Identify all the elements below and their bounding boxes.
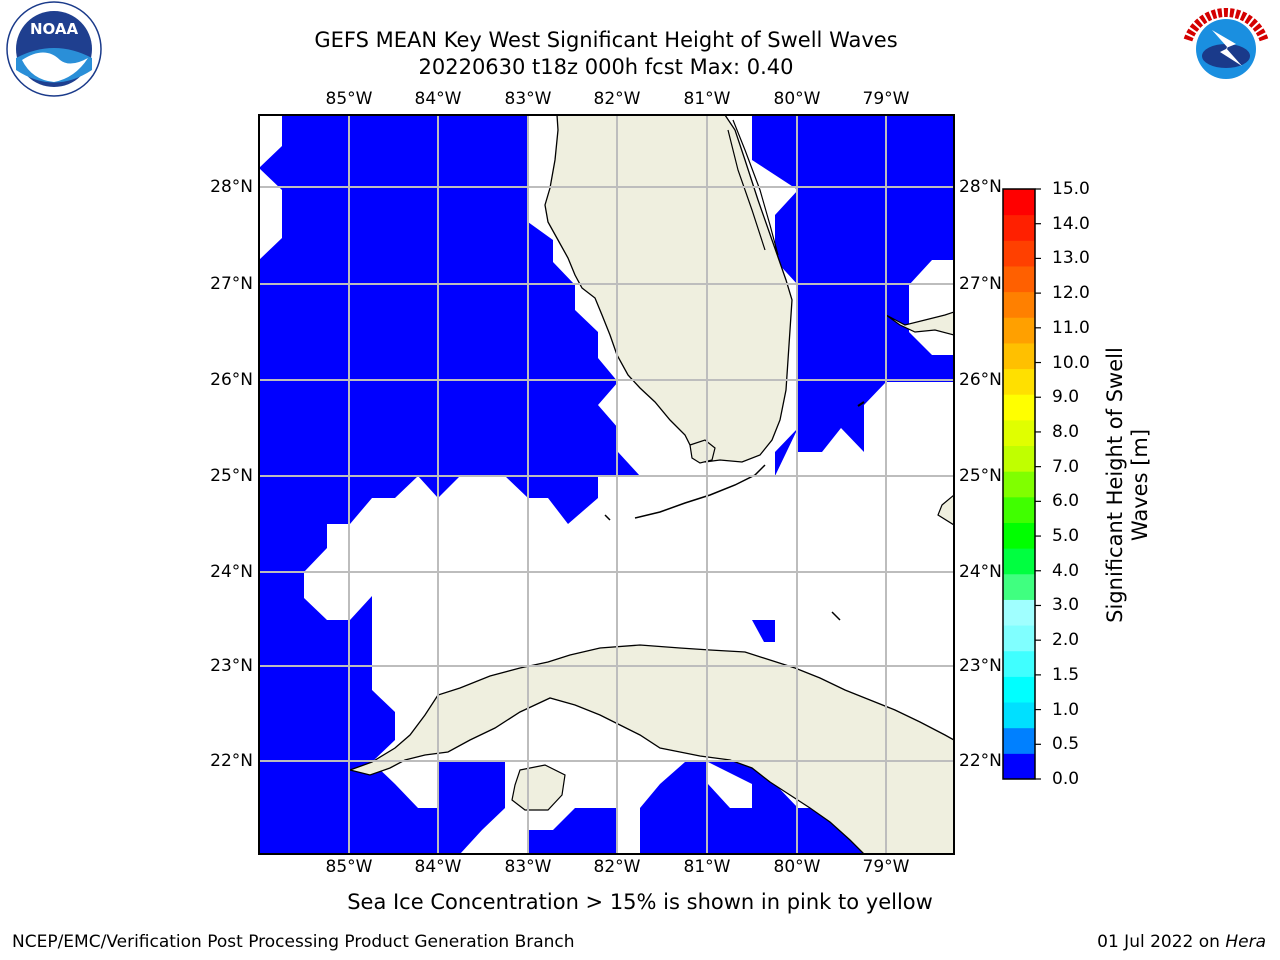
sea-ice-note: Sea Ice Concentration > 15% is shown in … [347, 890, 933, 914]
colorbar-tick-label: 10.0 [1052, 352, 1090, 373]
colorbar-tick-label: 14.0 [1052, 213, 1090, 234]
colorbar-segment [1003, 214, 1035, 241]
noaa-logo: NOAA [6, 1, 102, 97]
colorbar-segment [1003, 471, 1035, 498]
lat-label: 22°N [959, 751, 1002, 771]
nws-logo [1180, 3, 1272, 95]
graticule [259, 115, 954, 854]
lon-label: 80°W [773, 89, 821, 109]
noaa-logo-text: NOAA [30, 20, 79, 38]
colorbar-tick-label: 4.0 [1052, 560, 1080, 581]
lon-label: 85°W [325, 857, 373, 877]
lon-label: 84°W [414, 857, 462, 877]
lon-label: 82°W [593, 857, 641, 877]
colorbar-segment [1003, 189, 1035, 216]
colorbar-tick-label: 9.0 [1052, 387, 1080, 408]
colorbar-title: Significant Height of Swell Waves [m] [1103, 347, 1152, 623]
colorbar-segment [1003, 727, 1035, 754]
colorbar-segment [1003, 573, 1035, 600]
lat-label: 26°N [210, 370, 253, 390]
colorbar-tick-label: 8.0 [1052, 421, 1080, 442]
colorbar-tick-label: 12.0 [1052, 283, 1090, 304]
lat-label: 25°N [959, 466, 1002, 486]
colorbar-segment [1003, 291, 1035, 318]
colorbar-segment [1003, 342, 1035, 370]
lon-label: 83°W [504, 89, 552, 109]
lon-label: 81°W [683, 857, 731, 877]
lat-label: 26°N [959, 370, 1002, 390]
lat-label: 24°N [959, 562, 1002, 582]
colorbar-segment [1003, 368, 1035, 395]
chart-subtitle: 20220630 t18z 000h fcst Max: 0.40 [418, 55, 794, 79]
footer-date: 01 Jul 2022 on Hera [1097, 932, 1266, 952]
chart-title: GEFS MEAN Key West Significant Height of… [314, 28, 898, 52]
footer-credit: NCEP/EMC/Verification Post Processing Pr… [12, 932, 575, 952]
lat-label: 27°N [959, 274, 1002, 294]
lat-label: 27°N [210, 274, 253, 294]
colorbar-tick-label: 13.0 [1052, 248, 1090, 269]
colorbar-tick-label: 5.0 [1052, 526, 1080, 547]
colorbar-tick-label: 3.0 [1052, 595, 1080, 616]
colorbar-tick-label: 0.0 [1052, 769, 1080, 789]
colorbar [1003, 188, 1041, 780]
colorbar-segment [1003, 625, 1035, 652]
lon-label: 82°W [593, 89, 641, 109]
colorbar-tick-label: 15.0 [1052, 179, 1090, 199]
colorbar-tick-label: 11.0 [1052, 317, 1090, 338]
colorbar-segment [1003, 394, 1035, 421]
colorbar-segment [1003, 548, 1035, 575]
lat-label: 28°N [210, 177, 253, 197]
lon-label: 80°W [773, 857, 821, 877]
lat-label: 23°N [210, 656, 253, 676]
colorbar-tick-label: 1.0 [1052, 699, 1080, 720]
colorbar-segment [1003, 419, 1035, 447]
colorbar-segment [1003, 599, 1035, 626]
colorbar-segment [1003, 496, 1035, 523]
lon-label: 84°W [414, 89, 462, 109]
lon-label: 85°W [325, 89, 373, 109]
lat-label: 22°N [210, 751, 253, 771]
colorbar-segment [1003, 317, 1035, 344]
colorbar-tick-label: 7.0 [1052, 456, 1080, 477]
footer-host: Hera [1225, 932, 1266, 952]
lat-label: 25°N [210, 466, 253, 486]
lon-label: 79°W [862, 857, 910, 877]
colorbar-segment [1003, 753, 1035, 780]
colorbar-segment [1003, 240, 1035, 267]
colorbar-segment [1003, 522, 1035, 549]
colorbar-segment [1003, 265, 1035, 293]
lon-label: 83°W [504, 857, 552, 877]
lat-label: 28°N [959, 177, 1002, 197]
colorbar-tick-label: 1.5 [1052, 664, 1080, 685]
colorbar-segment [1003, 650, 1035, 677]
colorbar-tick-label: 6.0 [1052, 491, 1080, 512]
wave-field [259, 115, 954, 854]
map-area [259, 115, 954, 854]
footer-date-text: 01 Jul 2022 on [1097, 932, 1226, 952]
colorbar-tick-label: 2.0 [1052, 630, 1080, 651]
lat-label: 24°N [210, 562, 253, 582]
lat-label: 23°N [959, 656, 1002, 676]
map-frame [258, 114, 955, 855]
lon-label: 81°W [683, 89, 731, 109]
colorbar-segment [1003, 676, 1035, 703]
colorbar-segment [1003, 445, 1035, 472]
colorbar-segment [1003, 702, 1035, 729]
lon-label: 79°W [862, 89, 910, 109]
colorbar-tick-label: 0.5 [1052, 734, 1080, 755]
